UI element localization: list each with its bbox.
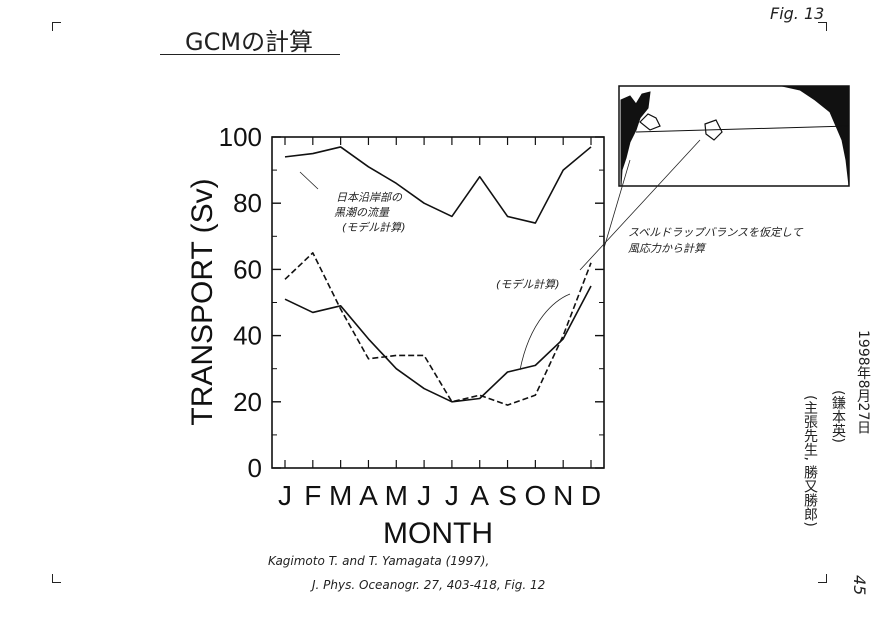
annot-kuroshio-2: 黒潮の流量 (334, 206, 390, 219)
citation-line-1: Kagimoto T. and T. Yamagata (1997), (268, 554, 490, 568)
date-note: 1998年8月27日 (855, 330, 871, 435)
inset-map-asia-coast-icon (620, 91, 651, 187)
corner-mark-bottom-left (52, 574, 61, 583)
y-tick-label: 80 (233, 188, 262, 218)
x-tick-label: M (329, 480, 352, 511)
x-tick-label: J (445, 480, 459, 511)
series-line-2 (284, 285, 592, 403)
page-number: 45 (850, 575, 869, 596)
x-tick-label: N (553, 480, 573, 511)
annot-sverdrup-1: スベルドラップバランスを仮定して (628, 226, 804, 239)
annot-sverdrup-arrow-to-map (603, 159, 631, 249)
x-tick-label: J (278, 480, 292, 511)
corner-mark-bottom-right (818, 574, 827, 583)
y-tick-label: 20 (233, 387, 262, 417)
inset-map-japan-icon (639, 113, 661, 131)
series-line-1 (284, 146, 592, 224)
y-tick-label: 40 (233, 321, 262, 351)
x-tick-label: J (417, 480, 431, 511)
corner-mark-top-left (52, 22, 61, 31)
inset-map-region-marker-icon (704, 119, 723, 141)
annot-kuroshio-arrow (299, 171, 319, 190)
annot-model-arrow-to-map (579, 139, 701, 271)
y-tick-label: 0 (248, 453, 262, 483)
fig-label: Fig. 13 (770, 4, 825, 23)
y-axis-title: TRANSPORT (Sv) (186, 178, 219, 425)
annot-sverdrup-2: 風応力から計算 (628, 242, 707, 255)
inset-map (618, 85, 850, 187)
inset-map-americas-coast-icon (781, 85, 850, 187)
x-tick-label: S (498, 480, 517, 511)
page-title: GCMの計算 (185, 28, 314, 56)
corner-mark-top-right (818, 22, 827, 31)
author-note-2: (主張先生, 勝又勝郎) (802, 395, 818, 527)
annot-kuroshio-1: 日本沿岸部の (336, 191, 403, 204)
page-title-underline (160, 54, 340, 55)
citation-line-2: J. Phys. Oceanogr. 27, 403-418, Fig. 12 (312, 578, 546, 592)
x-tick-label: M (385, 480, 408, 511)
inset-map-latitude-line (635, 125, 850, 133)
x-axis-title: MONTH (383, 517, 493, 550)
x-tick-label: A (470, 480, 489, 511)
x-tick-label: O (524, 480, 546, 511)
x-tick-label: F (304, 480, 321, 511)
series-line-3 (284, 252, 592, 406)
annot-model: (モデル計算) (496, 278, 560, 291)
inset-map-frame (618, 85, 850, 187)
x-tick-label: A (359, 480, 378, 511)
annotations: 日本沿岸部の 黒潮の流量 (モデル計算) (モデル計算) スベルドラップバランス… (299, 139, 804, 371)
author-note: (鎌本英) (830, 390, 846, 443)
annot-model-arrow (519, 293, 571, 371)
y-tick-label: 100 (219, 122, 262, 152)
annot-kuroshio-3: (モデル計算) (342, 221, 406, 234)
x-tick-label: D (581, 480, 601, 511)
y-tick-label: 60 (233, 254, 262, 284)
